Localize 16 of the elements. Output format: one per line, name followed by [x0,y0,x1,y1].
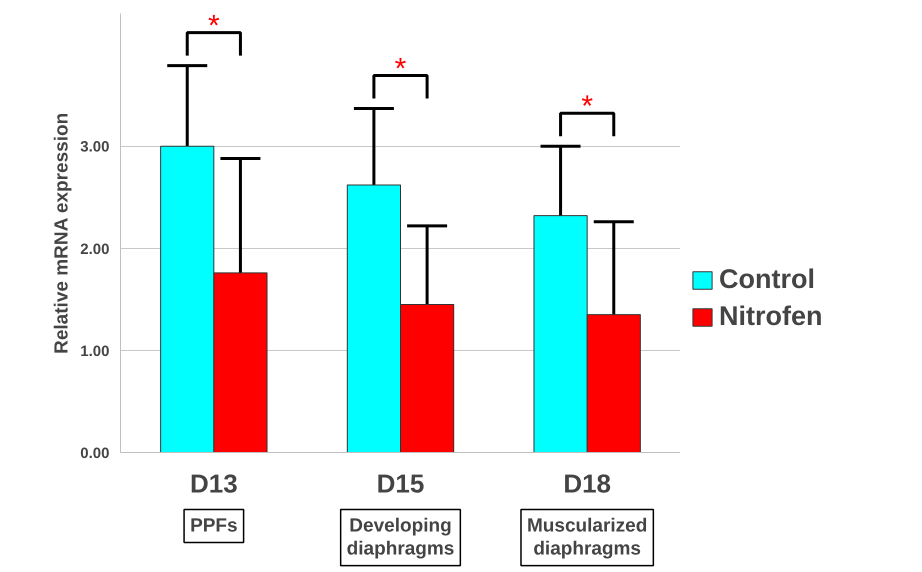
legend-label: Control [719,264,815,295]
annotation: * [394,52,407,86]
annotation: * [208,10,220,43]
x-tick-label: D18 [563,468,612,498]
y-tick-label: 3.00 [80,138,110,156]
text: PPFs [190,516,238,536]
y-axis-title: Relative mRNA expression [51,112,72,354]
text: Muscularized diaphragms [526,516,648,560]
x-tick-label: D13 [190,468,238,498]
y-tick-label: 0.00 [80,445,110,462]
y-tick-label: 1.00 [80,342,110,360]
annotation: * [581,90,594,124]
x-tick-label: D15 [376,468,424,498]
text: Developing diaphragms [346,516,454,560]
legend-label: Nitrofen [719,301,822,332]
y-tick-label: 2.00 [80,240,110,258]
